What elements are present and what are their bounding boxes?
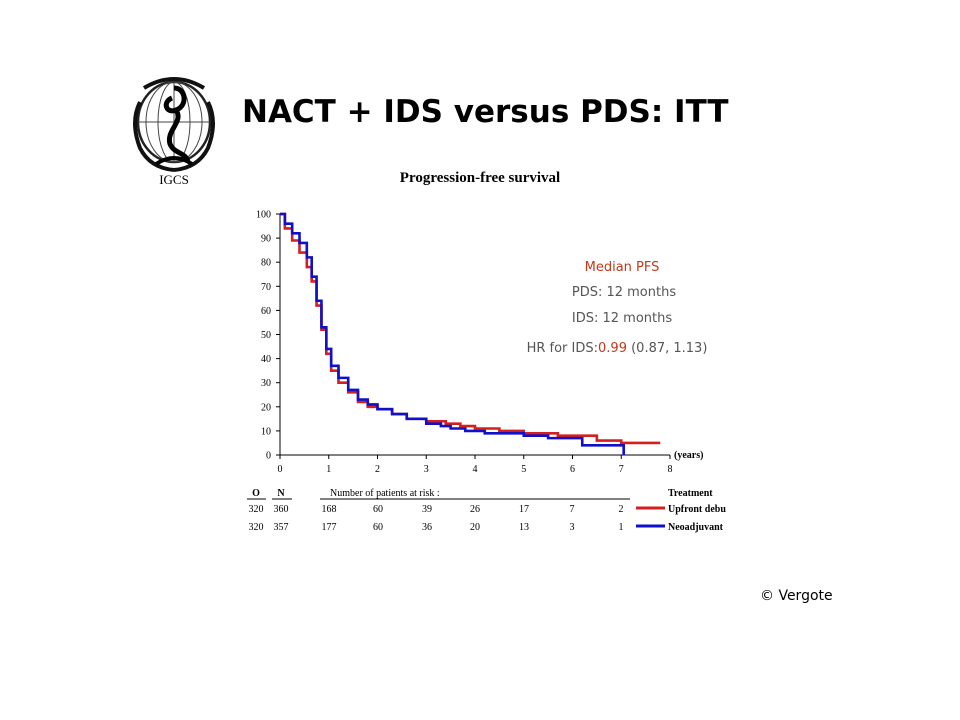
risk-count: 20 [470, 522, 480, 533]
risk-count: 3 [570, 522, 575, 533]
copyright-text: © Vergote [760, 588, 833, 604]
risk-count: 39 [422, 504, 432, 515]
risk-n-value: 357 [274, 522, 289, 533]
slide-title: NACT + IDS versus PDS: ITT [242, 94, 729, 130]
risk-count: 13 [519, 522, 529, 533]
risk-count: 2 [619, 504, 624, 515]
x-tick-label: 8 [668, 464, 673, 475]
risk-count: 60 [373, 522, 383, 533]
y-tick-label: 70 [261, 282, 271, 293]
y-tick-label: 50 [261, 330, 271, 341]
risk-col-o: O [252, 488, 260, 499]
y-tick-label: 80 [261, 258, 271, 269]
median-pds: PDS: 12 months [572, 285, 676, 300]
risk-count: 26 [470, 504, 480, 515]
y-tick-label: 100 [256, 210, 271, 221]
hr-prefix: HR for IDS: [527, 341, 598, 356]
median-pfs-heading: Median PFS [585, 260, 660, 275]
legend-label-upfront: Upfront debu [668, 504, 726, 515]
x-tick-label: 1 [326, 464, 331, 475]
y-ticks: 0 10 20 30 40 50 60 70 80 90 100 [256, 210, 280, 462]
risk-count: 168 [322, 504, 337, 515]
risk-count: 17 [519, 504, 529, 515]
y-tick-label: 90 [261, 234, 271, 245]
x-tick-label: 7 [619, 464, 624, 475]
risk-count: 1 [619, 522, 624, 533]
x-ticks: 0 1 2 3 4 5 6 7 8 [278, 455, 673, 475]
y-tick-label: 10 [261, 426, 271, 437]
risk-count: 60 [373, 504, 383, 515]
x-tick-label: 3 [424, 464, 429, 475]
chart-title: Progression-free survival [399, 170, 561, 186]
risk-o-value: 320 [249, 504, 264, 515]
y-tick-label: 0 [266, 451, 271, 462]
series-group [280, 212, 661, 455]
hazard-ratio: HR for IDS:0.99 (0.87, 1.13) [527, 341, 708, 356]
risk-o-value: 320 [249, 522, 264, 533]
legend-label-neoadjuvant: Neoadjuvant [668, 522, 724, 533]
risk-n-value: 360 [274, 504, 289, 515]
median-ids: IDS: 12 months [572, 311, 672, 326]
x-tick-label: 2 [375, 464, 380, 475]
hr-value: 0.99 [598, 341, 627, 356]
y-tick-label: 40 [261, 354, 271, 365]
risk-col-n: N [277, 488, 285, 499]
y-tick-label: 30 [261, 378, 271, 389]
logo-text: IGCS [159, 172, 189, 187]
risk-count: 177 [322, 522, 337, 533]
x-tick-label: 4 [473, 464, 478, 475]
risk-treatment-label: Treatment [668, 488, 713, 499]
igcs-logo: IGCS [133, 77, 215, 187]
risk-table: O N Number of patients at risk : Treatme… [247, 488, 726, 533]
risk-count: 36 [422, 522, 432, 533]
x-axis-label: (years) [674, 450, 703, 461]
hr-ci: (0.87, 1.13) [627, 341, 707, 356]
risk-header: Number of patients at risk : [330, 488, 440, 499]
risk-count: 7 [570, 504, 575, 515]
x-tick-label: 0 [278, 464, 283, 475]
x-tick-label: 5 [521, 464, 526, 475]
y-tick-label: 20 [261, 402, 271, 413]
series-line-upfront [280, 212, 661, 445]
chart-axes [279, 214, 670, 456]
x-tick-label: 6 [570, 464, 575, 475]
y-tick-label: 60 [261, 306, 271, 317]
series-line-neoadjuvant [280, 212, 625, 455]
